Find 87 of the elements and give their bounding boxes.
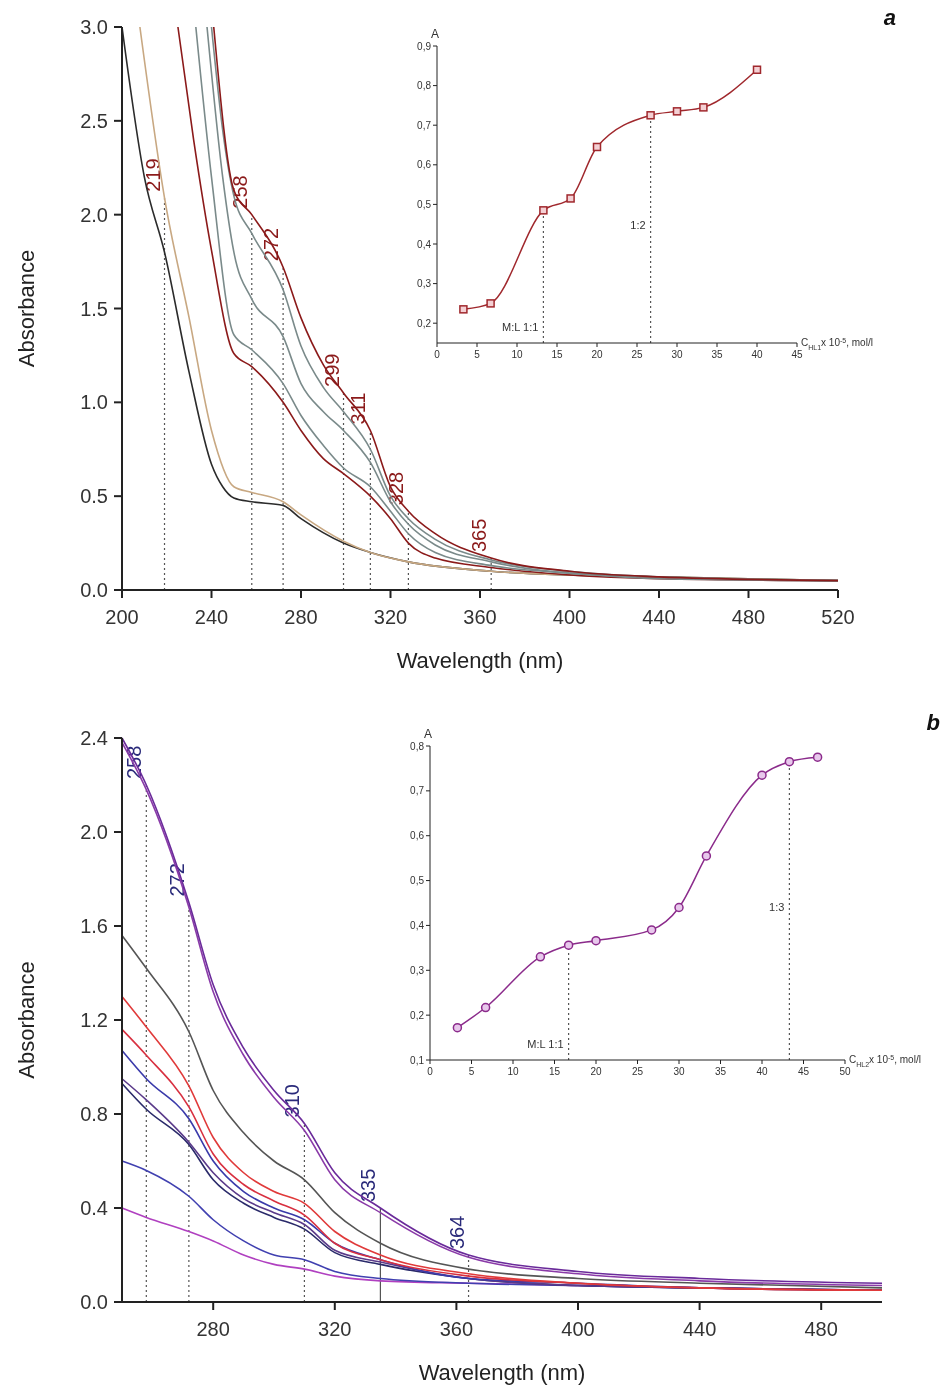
y-tick-label: 2.5 (80, 109, 108, 132)
ref-line-label: 310 (281, 1084, 304, 1118)
x-axis-title: C$_{HL2}$x 10$^{-5}$, mol/l (849, 1053, 921, 1068)
x-tick-label: 35 (714, 1066, 727, 1077)
x-tick-label: 45 (797, 1066, 810, 1077)
y-tick-label: 0.0 (80, 579, 108, 601)
x-tick-label: 320 (373, 606, 408, 628)
annotation: 1:3 (769, 900, 785, 913)
ref-line-label: 299 (320, 353, 343, 387)
x-tick-label: 400 (561, 1318, 595, 1340)
x-tick-label: 0 (427, 1066, 434, 1077)
x-tick-label: 480 (804, 1318, 838, 1340)
y-axis-title: A (423, 727, 433, 741)
x-tick-label: 45 (791, 349, 803, 360)
x-tick-label: 25 (631, 1066, 644, 1077)
annotation: 1:2 (630, 219, 646, 232)
x-tick-label: 5 (474, 349, 481, 360)
ref-line-label: 364 (445, 1215, 468, 1249)
y-tick-label: 0,2 (410, 1009, 425, 1021)
x-tick-label: 280 (284, 606, 318, 628)
x-tick-label: 480 (731, 606, 766, 628)
ref-line-label: 311 (347, 392, 370, 425)
x-tick-label: 25 (631, 349, 643, 360)
y-axis-title: Absorbance (14, 961, 39, 1079)
y-tick-label: 0,5 (417, 198, 432, 210)
y-tick-label: 1.6 (80, 915, 108, 937)
x-tick-label: 440 (682, 1318, 717, 1340)
annotation: M:L 1:1 (502, 321, 539, 333)
x-tick-label: 30 (671, 349, 683, 360)
x-tick-label: 520 (821, 606, 855, 628)
x-tick-label: 320 (318, 1318, 352, 1340)
x-tick-label: 20 (590, 1066, 602, 1077)
y-axis-title: A (430, 27, 440, 41)
x-tick-label: 0 (434, 349, 441, 360)
x-tick-label: 40 (756, 1066, 768, 1077)
y-tick-label: 0.8 (80, 1103, 108, 1125)
x-tick-label: 440 (642, 606, 676, 628)
x-tick-label: 50 (839, 1066, 851, 1077)
y-tick-label: 2.0 (80, 821, 108, 843)
y-tick-label: 0,1 (410, 1054, 425, 1066)
y-tick-label: 0,6 (410, 830, 425, 842)
y-tick-label: 0,9 (417, 40, 432, 52)
x-axis-title: Wavelength (nm) (418, 1360, 586, 1385)
y-tick-label: 0,6 (417, 159, 432, 171)
x-tick-label: 360 (439, 1318, 474, 1340)
y-tick-label: 0,4 (410, 919, 425, 931)
ref-line-label: 365 (468, 518, 491, 553)
y-tick-label: 0,8 (417, 80, 432, 92)
x-tick-label: 30 (673, 1066, 685, 1077)
y-tick-label: 0,8 (410, 740, 425, 752)
annotation: M:L 1:1 (527, 1038, 564, 1050)
y-tick-label: 1.2 (80, 1009, 108, 1031)
y-tick-label: 3.0 (80, 16, 108, 38)
y-tick-label: 0,5 (410, 875, 425, 887)
x-tick-label: 400 (552, 606, 587, 628)
y-tick-label: 0.5 (80, 485, 108, 508)
ref-line-label: 219 (141, 158, 164, 192)
y-tick-label: 1.0 (80, 391, 108, 414)
y-tick-label: 0.0 (80, 1291, 108, 1313)
x-tick-label: 15 (551, 349, 563, 360)
x-tick-label: 5 (468, 1066, 475, 1077)
y-tick-label: 0,4 (417, 238, 432, 250)
x-tick-label: 360 (463, 606, 497, 628)
x-axis-title: C$_{HL1}$x 10$^{-5}$, mol/l (801, 336, 873, 351)
x-tick-label: 200 (105, 606, 139, 628)
text: b (926, 710, 940, 735)
y-axis-title: Absorbance (14, 249, 39, 368)
y-tick-label: 0,3 (417, 278, 432, 290)
x-tick-label: 10 (511, 349, 523, 360)
y-tick-label: 0,2 (417, 317, 432, 329)
x-tick-label: 35 (711, 349, 723, 360)
x-tick-label: 280 (196, 1318, 230, 1340)
y-tick-label: 0,7 (410, 785, 425, 797)
y-tick-label: 0,3 (410, 964, 425, 976)
x-tick-label: 240 (194, 606, 229, 628)
x-tick-label: 20 (591, 349, 603, 360)
y-tick-label: 2.4 (80, 727, 108, 749)
ref-line-label: 335 (357, 1168, 380, 1202)
y-tick-label: 2.0 (80, 203, 108, 226)
text: a (883, 5, 896, 30)
x-axis-title: Wavelength (nm) (396, 648, 564, 673)
x-tick-label: 10 (507, 1066, 519, 1077)
x-tick-label: 15 (548, 1066, 561, 1077)
y-tick-label: 0,7 (417, 119, 432, 131)
y-tick-label: 0.4 (80, 1197, 108, 1219)
x-tick-label: 40 (751, 349, 763, 360)
y-tick-label: 1.5 (80, 297, 108, 320)
